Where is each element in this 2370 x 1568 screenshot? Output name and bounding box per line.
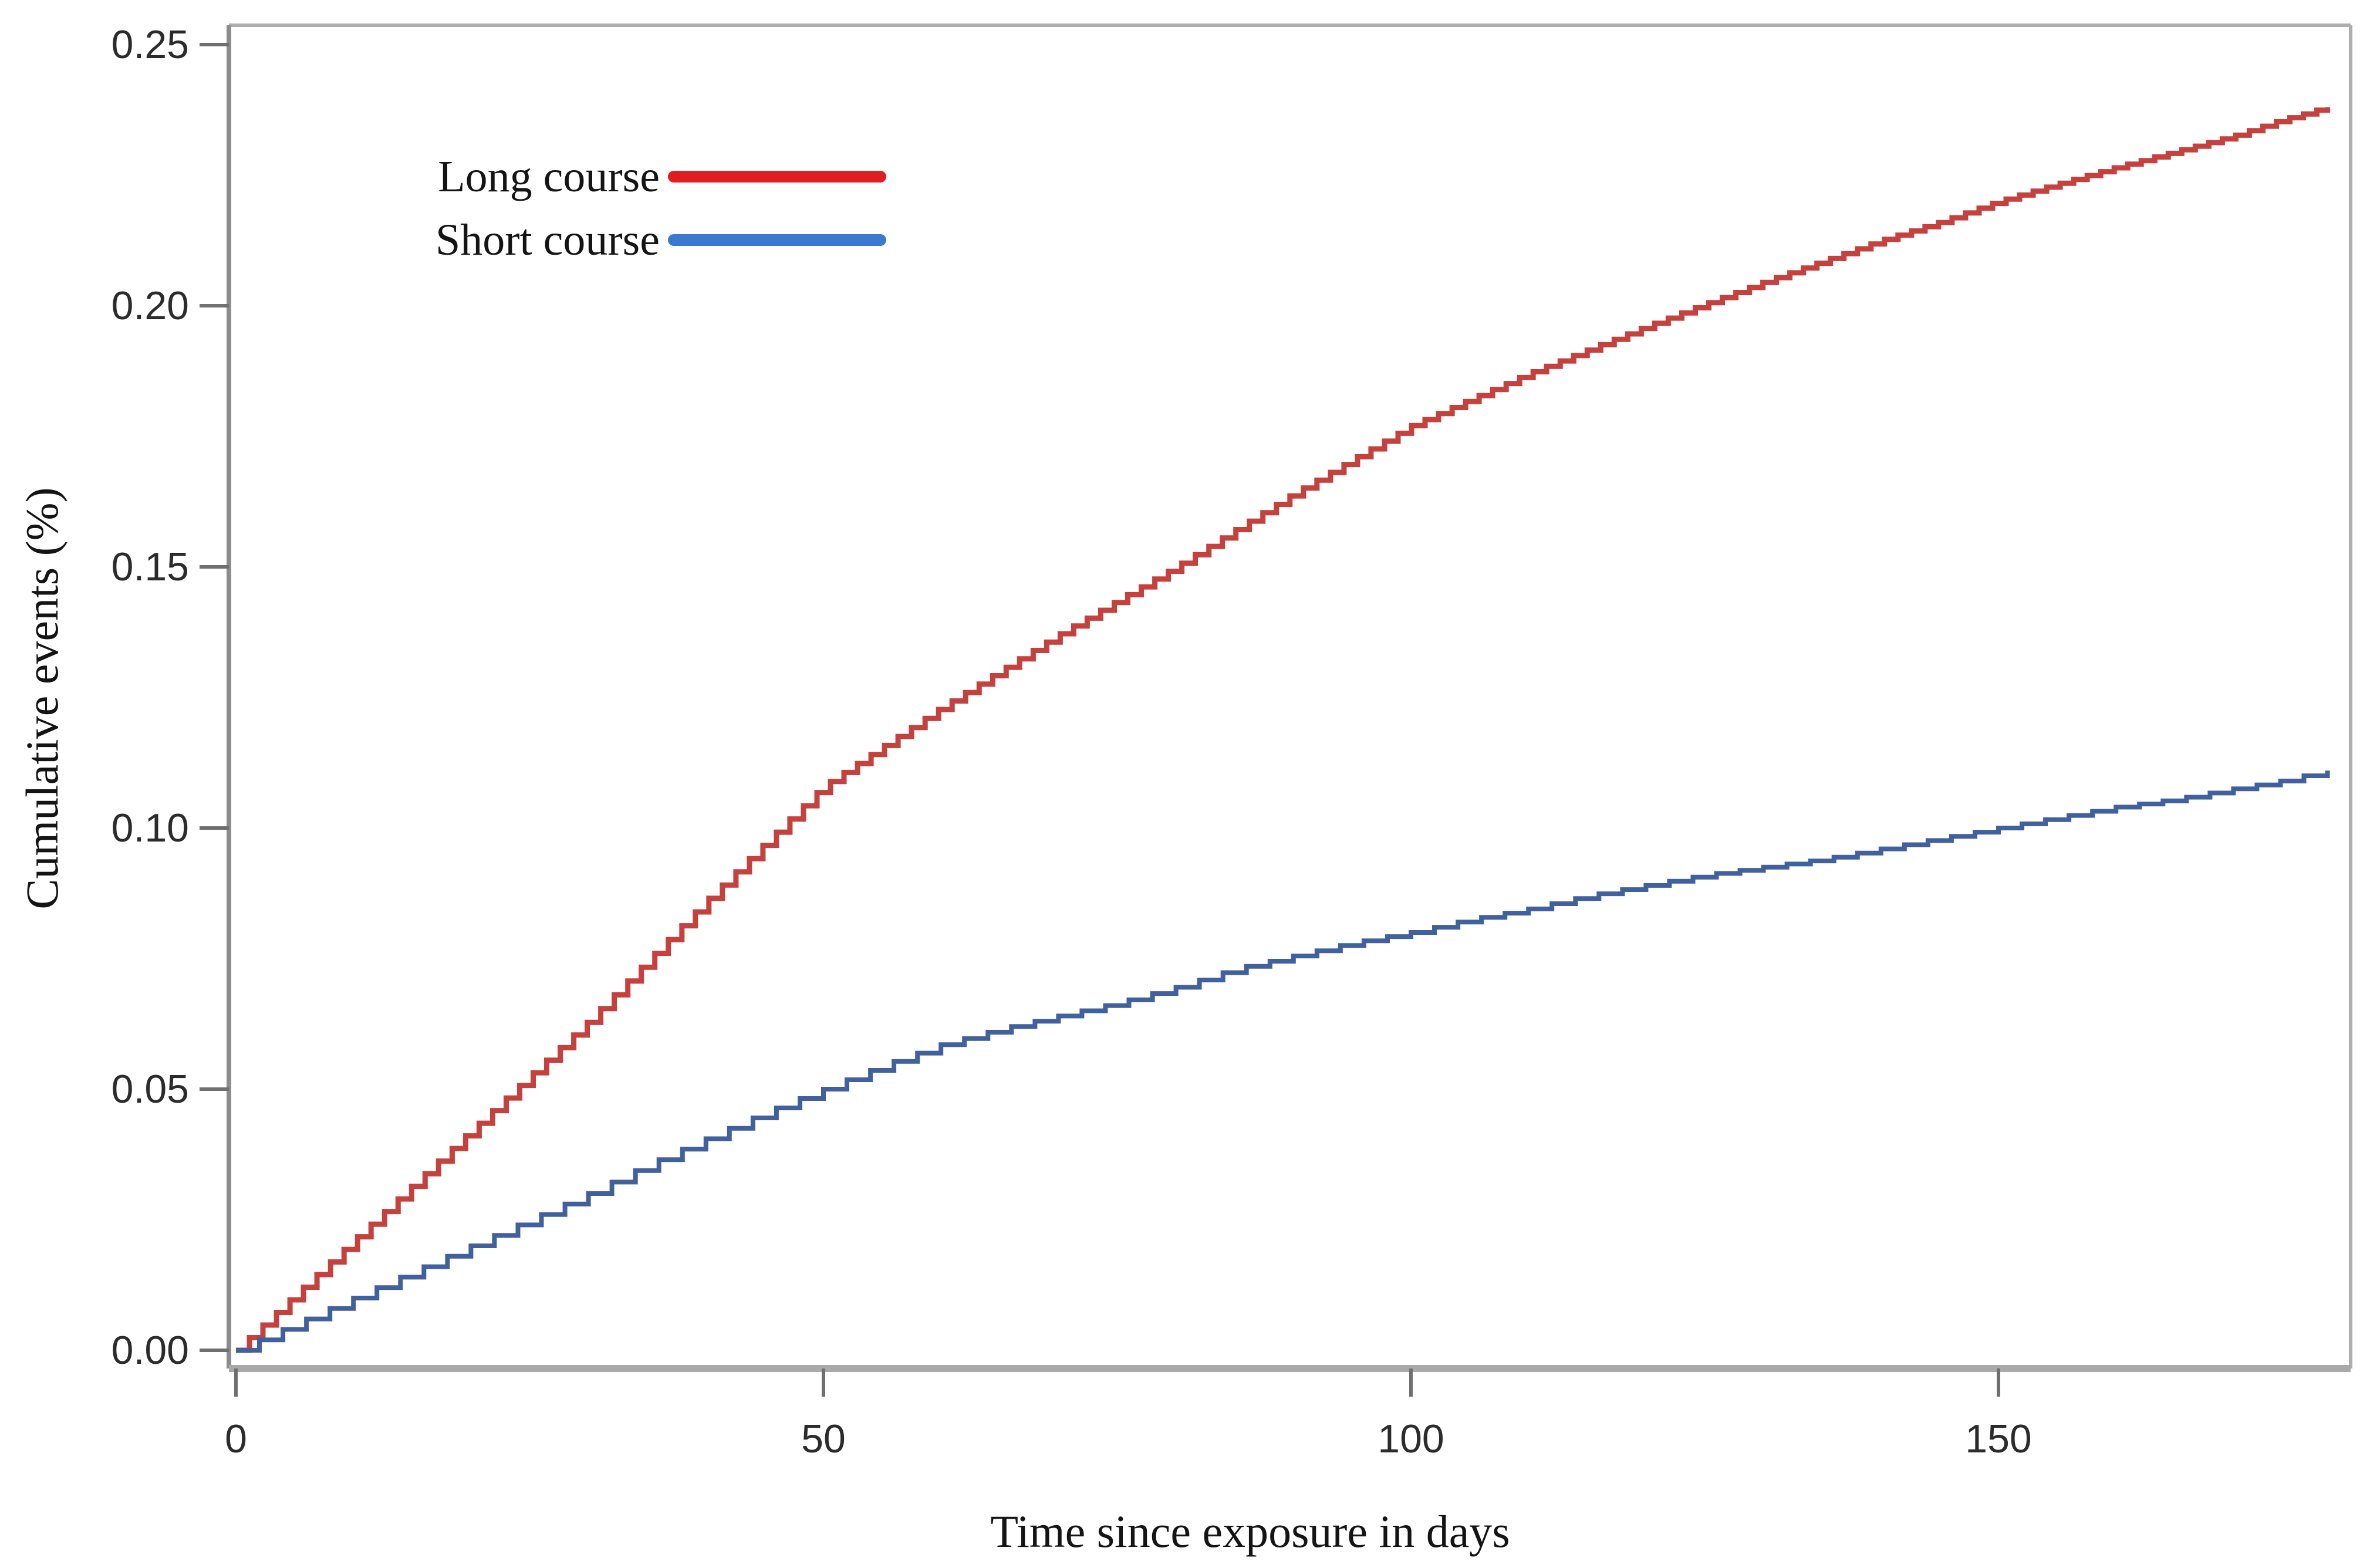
y-tick-label: 0.00 (111, 1328, 189, 1373)
y-tick-label: 0.10 (111, 806, 189, 850)
legend: Long course Short course (331, 145, 886, 272)
legend-item-short-course: Short course (331, 208, 886, 272)
legend-line-swatch (668, 171, 886, 183)
y-tick-label: 0.20 (111, 283, 189, 328)
x-tick-label: 100 (1378, 1417, 1444, 1461)
legend-line-swatch (668, 234, 886, 246)
y-tick-label: 0.25 (111, 22, 189, 67)
y-tick-label: 0.05 (111, 1067, 189, 1111)
x-tick-label: 150 (1965, 1417, 2032, 1461)
legend-label: Long course (438, 152, 660, 201)
legend-item-long-course: Long course (331, 145, 886, 208)
short-course-curve (236, 771, 2330, 1353)
legend-label: Short course (435, 215, 660, 265)
x-tick-label: 50 (801, 1417, 846, 1461)
y-tick-label: 0.15 (111, 545, 189, 589)
x-tick-label: 0 (225, 1417, 247, 1461)
x-axis-title: Time since exposure in days (990, 1506, 1510, 1557)
long-course-curve (236, 107, 2331, 1353)
